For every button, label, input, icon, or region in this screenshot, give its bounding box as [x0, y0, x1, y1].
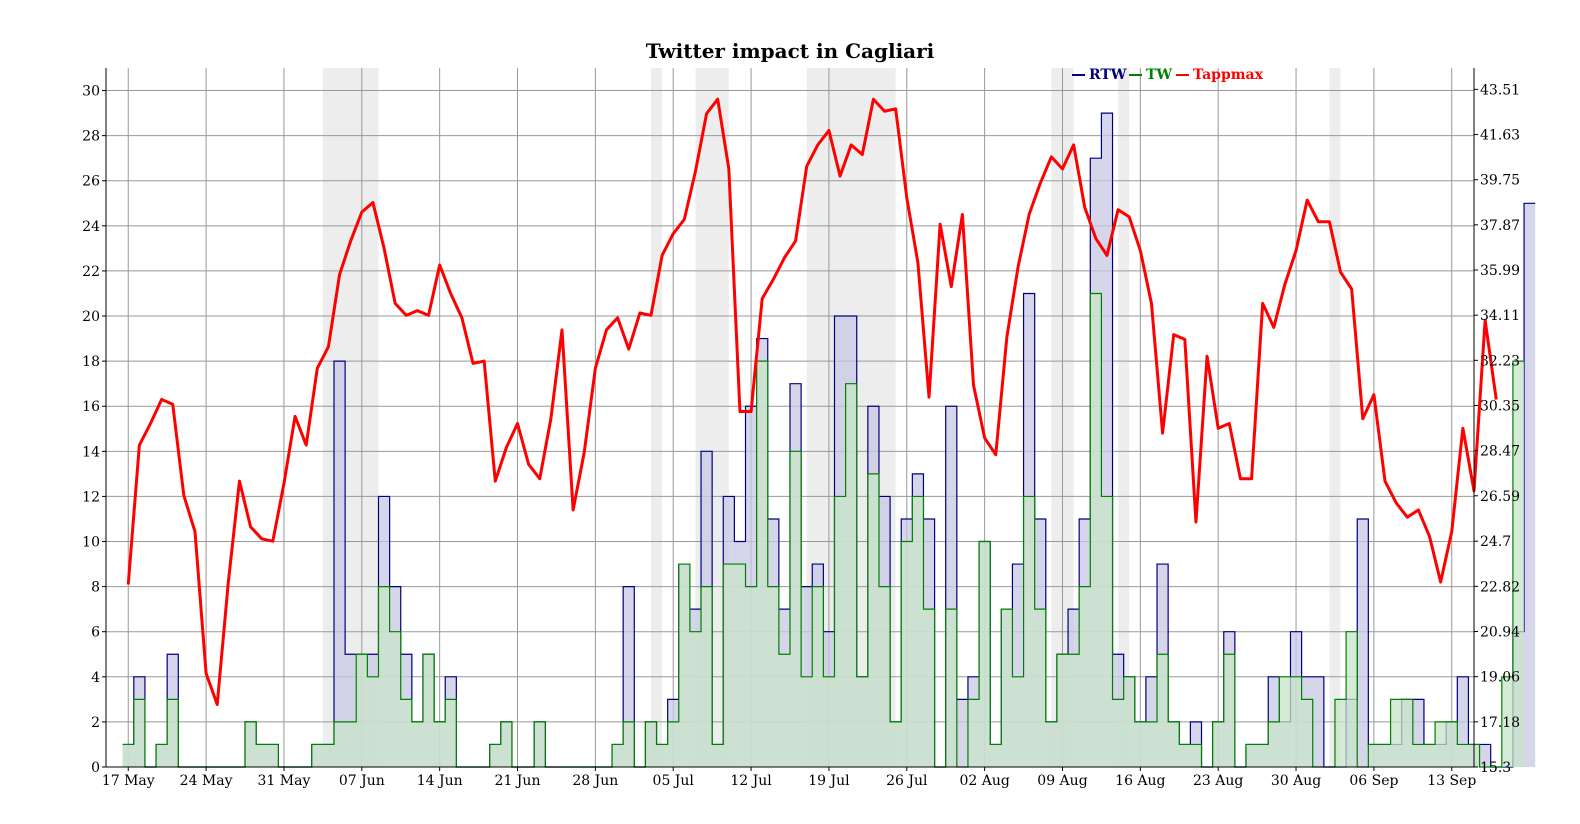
x-tick-label: 31 May [258, 773, 311, 789]
tick-labels: 02468101214161820222426283015.317.1819.0… [82, 82, 1520, 789]
y-right-tick-label: 32.23 [1480, 353, 1520, 369]
series-tappmax-line [126, 97, 1498, 707]
shaded-period [1118, 68, 1130, 767]
y-left-tick-label: 8 [91, 580, 100, 596]
y-left-tick-label: 24 [82, 219, 100, 235]
legend: RTW TW Tappmax [1072, 67, 1264, 83]
y-left-tick-label: 4 [91, 670, 100, 686]
x-tick-label: 06 Sep [1349, 773, 1398, 789]
axes-frame [105, 68, 1475, 768]
y-right-tick-label: 43.51 [1480, 82, 1520, 98]
y-right-tick-label: 15.3 [1480, 760, 1511, 776]
x-tick-label: 19 Jul [808, 773, 850, 789]
y-left-tick-label: 30 [82, 84, 100, 100]
y-right-tick-label: 24.7 [1480, 534, 1511, 550]
y-left-tick-label: 22 [82, 264, 100, 280]
y-right-tick-label: 20.94 [1480, 625, 1520, 641]
legend-label-rtw: RTW [1089, 67, 1127, 83]
y-right-tick-label: 19.06 [1480, 670, 1520, 686]
shaded-period [650, 68, 663, 767]
x-tick-label: 07 Jun [339, 773, 385, 789]
y-right-tick-label: 26.59 [1480, 489, 1520, 505]
y-right-tick-label: 17.18 [1480, 715, 1520, 731]
y-right-tick-label: 22.82 [1480, 579, 1520, 595]
chart-title: Twitter impact in Cagliari [646, 39, 935, 63]
y-left-tick-label: 16 [82, 399, 100, 415]
series-rtw-area [122, 113, 1536, 767]
y-right-tick-label: 35.99 [1480, 263, 1520, 279]
x-tick-label: 14 Jun [417, 773, 463, 789]
y-left-tick-label: 28 [82, 129, 100, 145]
x-tick-label: 24 May [180, 773, 233, 789]
y-left-tick-label: 26 [82, 174, 100, 190]
y-right-tick-label: 34.11 [1480, 308, 1520, 324]
y-right-tick-label: 30.35 [1480, 398, 1520, 414]
y-left-tick-label: 6 [91, 625, 100, 641]
shaded-period [1329, 68, 1341, 767]
x-tick-label: 16 Aug [1115, 773, 1165, 789]
y-left-tick-label: 0 [91, 760, 100, 776]
x-tick-label: 30 Aug [1271, 773, 1321, 789]
x-tick-label: 13 Sep [1427, 773, 1476, 789]
y-left-tick-label: 12 [82, 489, 100, 505]
x-tick-label: 02 Aug [959, 773, 1009, 789]
y-left-tick-label: 20 [82, 309, 100, 325]
x-tick-label: 28 Jun [572, 773, 618, 789]
x-tick-label: 26 Jul [886, 773, 928, 789]
x-tick-label: 12 Jul [730, 773, 772, 789]
y-left-tick-label: 18 [82, 354, 100, 370]
y-right-tick-label: 37.87 [1480, 218, 1520, 234]
y-right-tick-label: 39.75 [1480, 173, 1520, 189]
y-left-tick-label: 14 [82, 444, 100, 460]
x-tick-label: 23 Aug [1193, 773, 1243, 789]
y-left-tick-label: 2 [91, 715, 100, 731]
legend-label-tw: TW [1146, 67, 1172, 83]
x-tick-label: 09 Aug [1037, 773, 1087, 789]
y-right-tick-label: 28.47 [1480, 444, 1520, 460]
y-left-tick-label: 10 [82, 535, 100, 551]
shaded-period [322, 68, 379, 767]
series-layer [122, 97, 1536, 768]
y-right-tick-label: 41.63 [1480, 128, 1520, 144]
x-tick-label: 17 May [102, 773, 155, 789]
legend-label-tappmax: Tappmax [1193, 67, 1264, 83]
x-tick-label: 05 Jul [653, 773, 695, 789]
series-tw-line [122, 292, 1525, 768]
x-tick-label: 21 Jun [495, 773, 541, 789]
